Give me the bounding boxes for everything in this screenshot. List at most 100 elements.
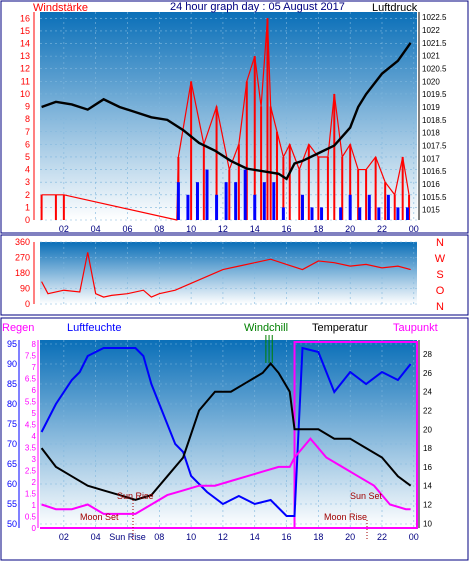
temperature-y-tick-label: 24 bbox=[423, 388, 432, 397]
direction-compass-label: W bbox=[435, 253, 446, 265]
humidity-x-tick-label: 00 bbox=[409, 532, 419, 542]
direction-compass-label: N bbox=[436, 237, 444, 249]
pressure-y-tick-label: 1021.5 bbox=[422, 39, 447, 48]
temperature-y-tick-label: 10 bbox=[423, 519, 432, 528]
rain-y-tick-label: 8 bbox=[32, 340, 37, 349]
wind-y-tick-label: 4 bbox=[25, 165, 30, 175]
rain-y-tick-label: 6.5 bbox=[25, 375, 37, 384]
humidity-x-tick-label: 20 bbox=[345, 532, 355, 542]
humidity-x-tick-label: 04 bbox=[91, 532, 101, 542]
humidity-x-tick-label: 22 bbox=[377, 532, 387, 542]
temperature-y-tick-label: 20 bbox=[423, 425, 432, 434]
wind-y-tick-label: 8 bbox=[25, 114, 30, 124]
humidity-x-tick-label: 02 bbox=[59, 532, 69, 542]
wind-gust-line bbox=[41, 18, 410, 221]
pressure-y-tick-label: 1017.5 bbox=[422, 142, 447, 151]
wind-x-tick-label: 12 bbox=[218, 224, 228, 234]
rain-axis-title: Regen bbox=[2, 322, 34, 334]
rain-y-tick-label: 0 bbox=[32, 524, 37, 533]
direction-y-tick-label: 270 bbox=[15, 253, 30, 263]
pressure-y-tick-label: 1020.5 bbox=[422, 64, 447, 73]
pressure-y-tick-label: 1016 bbox=[422, 180, 440, 189]
humidity-y-tick-label: 85 bbox=[7, 379, 17, 389]
pressure-y-tick-label: 1018 bbox=[422, 129, 440, 138]
windchill-axis-title: Windchill bbox=[244, 322, 288, 334]
pressure-y-tick-label: 1017 bbox=[422, 154, 440, 163]
wind-y-tick-label: 7 bbox=[25, 127, 30, 137]
sun-rise-annotation: Sun Rise bbox=[117, 491, 154, 501]
temperature-line bbox=[40, 361, 412, 501]
temperature-y-tick-label: 28 bbox=[423, 350, 432, 359]
direction-compass-label: O bbox=[436, 285, 445, 297]
wind-y-tick-label: 1 bbox=[25, 202, 30, 212]
rain-y-tick-label: 0.5 bbox=[25, 513, 37, 522]
pressure-y-tick-label: 1018.5 bbox=[422, 116, 447, 125]
humidity-x-tick-label: 14 bbox=[250, 532, 260, 542]
wind-y-tick-label: 2 bbox=[25, 190, 30, 200]
wind-x-tick-label: 02 bbox=[59, 224, 69, 234]
moon-rise-annotation: Moon Rise bbox=[324, 512, 367, 522]
humidity-y-tick-label: 80 bbox=[7, 399, 17, 409]
page-title: 24 hour graph day : 05 August 2017 bbox=[170, 1, 345, 13]
direction-y-tick-label: 360 bbox=[15, 237, 30, 247]
temperature-y-tick-label: 22 bbox=[423, 407, 432, 416]
wind-x-tick-label: 08 bbox=[154, 224, 164, 234]
humidity-x-tick-label: 16 bbox=[282, 532, 292, 542]
moon-set-annotation: Moon Set bbox=[80, 512, 119, 522]
wind-x-tick-label: 22 bbox=[377, 224, 387, 234]
wind-x-tick-label: 00 bbox=[409, 224, 419, 234]
pressure-y-tick-label: 1015.5 bbox=[422, 193, 447, 202]
wind-y-tick-label: 11 bbox=[21, 76, 30, 86]
rain-y-tick-label: 2.5 bbox=[25, 467, 37, 476]
pressure-y-tick-label: 1021 bbox=[422, 52, 440, 61]
rain-y-tick-label: 1 bbox=[32, 501, 37, 510]
humidity-y-tick-label: 50 bbox=[7, 519, 17, 529]
pressure-y-tick-label: 1022 bbox=[422, 26, 440, 35]
wind-y-tick-label: 0 bbox=[25, 215, 30, 225]
wind-axis-title: Windstärke bbox=[33, 2, 88, 14]
wind-x-tick-label: 06 bbox=[122, 224, 132, 234]
humidity-y-tick-label: 70 bbox=[7, 439, 17, 449]
temperature-y-tick-label: 26 bbox=[423, 369, 432, 378]
rain-y-tick-label: 7 bbox=[32, 363, 37, 372]
temperature-y-tick-label: 16 bbox=[423, 463, 432, 472]
direction-y-tick-label: 180 bbox=[15, 268, 30, 278]
wind-x-tick-label: 20 bbox=[345, 224, 355, 234]
wind-y-tick-label: 12 bbox=[20, 64, 30, 74]
rain-y-tick-label: 5.5 bbox=[25, 398, 37, 407]
rain-y-tick-label: 4 bbox=[32, 432, 37, 441]
sun-set-annotation: Sun Set bbox=[350, 491, 383, 501]
wind-y-tick-label: 16 bbox=[20, 13, 30, 23]
temperature-y-tick-label: 18 bbox=[423, 444, 432, 453]
wind-y-tick-label: 9 bbox=[25, 102, 30, 112]
temperature-y-tick-label: 14 bbox=[423, 482, 432, 491]
pressure-y-tick-label: 1019 bbox=[422, 103, 440, 112]
rain-y-tick-label: 4.5 bbox=[25, 421, 37, 430]
pressure-line bbox=[41, 42, 412, 181]
wind-x-tick-label: 10 bbox=[186, 224, 196, 234]
temperature-y-tick-label: 12 bbox=[423, 501, 432, 510]
pressure-y-tick-label: 1022.5 bbox=[422, 13, 447, 22]
rain-y-tick-label: 5 bbox=[32, 409, 37, 418]
humidity-x-tick-label: 12 bbox=[218, 532, 228, 542]
direction-compass-label: S bbox=[436, 269, 443, 281]
wind-x-tick-label: 16 bbox=[282, 224, 292, 234]
pressure-y-tick-label: 1015 bbox=[422, 206, 440, 215]
humidity-axis-title: Luftfeuchte bbox=[67, 322, 121, 334]
humidity-y-tick-label: 60 bbox=[7, 479, 17, 489]
dewpoint-axis-title: Taupunkt bbox=[393, 322, 438, 334]
plot-area-humidity bbox=[40, 340, 417, 528]
rain-y-tick-label: 3 bbox=[32, 455, 37, 464]
rain-y-tick-label: 1.5 bbox=[25, 490, 37, 499]
wind-y-tick-label: 3 bbox=[25, 177, 30, 187]
wind-y-tick-label: 6 bbox=[25, 139, 30, 149]
humidity-y-tick-label: 65 bbox=[7, 459, 17, 469]
wind-y-tick-label: 14 bbox=[20, 39, 30, 49]
humidity-x-tick-label: Sun Rise bbox=[109, 532, 146, 542]
pressure-y-tick-label: 1020 bbox=[422, 77, 440, 86]
wind-x-tick-label: 04 bbox=[91, 224, 101, 234]
wind-x-tick-label: 14 bbox=[250, 224, 260, 234]
wind-direction-line bbox=[41, 252, 411, 298]
